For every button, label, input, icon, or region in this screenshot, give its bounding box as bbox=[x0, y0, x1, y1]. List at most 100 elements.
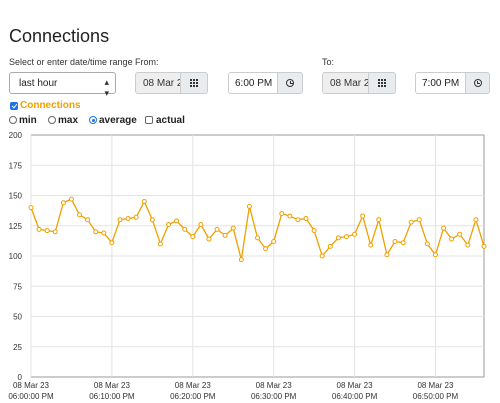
data-point bbox=[392, 238, 398, 244]
from-clock-button[interactable] bbox=[278, 72, 303, 94]
calendar-grid-icon bbox=[190, 79, 198, 87]
data-point bbox=[255, 235, 260, 241]
range-select[interactable]: last hour ▴ ▾ bbox=[9, 72, 116, 98]
data-point bbox=[238, 257, 244, 263]
data-point bbox=[117, 217, 123, 223]
data-point bbox=[384, 252, 390, 258]
data-point bbox=[77, 212, 83, 218]
y-tick-label: 175 bbox=[9, 161, 23, 170]
connections-checkbox[interactable] bbox=[10, 102, 18, 110]
data-point bbox=[174, 218, 180, 224]
data-point bbox=[295, 217, 301, 223]
x-tick-date: 08 Mar 23 bbox=[256, 381, 293, 390]
y-tick-label: 200 bbox=[9, 131, 23, 140]
data-point bbox=[368, 242, 374, 248]
range-select-value: last hour bbox=[19, 78, 58, 89]
data-point bbox=[60, 200, 66, 206]
x-tick-time: 06:30:00 PM bbox=[251, 392, 297, 401]
data-point bbox=[141, 199, 147, 205]
data-point bbox=[263, 246, 269, 252]
data-point bbox=[109, 240, 115, 246]
min-label[interactable]: min bbox=[19, 115, 37, 126]
data-point bbox=[246, 203, 252, 209]
y-tick-label: 125 bbox=[9, 222, 23, 231]
data-point bbox=[408, 219, 414, 225]
data-point bbox=[360, 213, 366, 219]
y-tick-label: 100 bbox=[9, 252, 23, 261]
data-point bbox=[287, 213, 293, 219]
data-point bbox=[28, 205, 34, 211]
to-label: To: bbox=[322, 57, 335, 67]
x-tick-time: 06:00:00 PM bbox=[8, 392, 54, 401]
data-point bbox=[376, 217, 382, 223]
data-point bbox=[190, 234, 196, 240]
x-tick-time: 06:40:00 PM bbox=[332, 392, 378, 401]
data-point bbox=[311, 228, 317, 234]
max-label[interactable]: max bbox=[58, 115, 79, 126]
data-point bbox=[441, 225, 447, 231]
data-point bbox=[319, 253, 325, 259]
data-point bbox=[149, 217, 155, 223]
data-point bbox=[125, 215, 131, 221]
data-point bbox=[101, 230, 107, 236]
x-tick-date: 08 Mar 23 bbox=[94, 381, 131, 390]
x-tick-date: 08 Mar 23 bbox=[175, 381, 212, 390]
x-tick-date: 08 Mar 23 bbox=[417, 381, 454, 390]
data-point bbox=[279, 211, 285, 217]
data-point bbox=[85, 217, 91, 223]
y-tick-label: 50 bbox=[13, 313, 22, 322]
data-point bbox=[222, 232, 228, 238]
data-point bbox=[157, 241, 163, 247]
to-calendar-button[interactable] bbox=[369, 72, 396, 94]
data-point bbox=[271, 238, 277, 244]
to-date-input[interactable]: 08 Mar 2023 bbox=[322, 72, 369, 94]
data-point bbox=[416, 217, 422, 223]
data-point bbox=[36, 226, 42, 232]
from-calendar-button[interactable] bbox=[181, 72, 208, 94]
clock-icon bbox=[286, 79, 294, 87]
data-point bbox=[133, 214, 139, 220]
average-label[interactable]: average bbox=[99, 115, 137, 126]
data-point bbox=[230, 225, 236, 231]
y-tick-label: 25 bbox=[13, 343, 22, 352]
data-point bbox=[432, 252, 438, 258]
average-radio[interactable] bbox=[89, 116, 97, 124]
data-point bbox=[473, 217, 479, 223]
from-date-input[interactable]: 08 Mar 2023 bbox=[135, 72, 181, 94]
to-clock-button[interactable] bbox=[466, 72, 490, 94]
data-point bbox=[335, 235, 341, 241]
data-point bbox=[68, 196, 74, 202]
data-point bbox=[449, 236, 455, 242]
actual-label[interactable]: actual bbox=[156, 115, 185, 126]
data-point bbox=[465, 242, 471, 248]
actual-checkbox[interactable] bbox=[145, 116, 153, 124]
y-tick-label: 150 bbox=[9, 192, 23, 201]
from-time-input[interactable]: 6:00 PM bbox=[228, 72, 278, 94]
connections-label[interactable]: Connections bbox=[20, 100, 81, 111]
data-point bbox=[93, 229, 99, 235]
data-point bbox=[198, 222, 204, 228]
y-tick-label: 75 bbox=[13, 282, 22, 291]
calendar-grid-icon bbox=[378, 79, 386, 87]
min-radio[interactable] bbox=[9, 116, 17, 124]
data-point bbox=[481, 243, 487, 249]
range-label: Select or enter date/time range bbox=[9, 57, 133, 67]
data-point bbox=[343, 234, 349, 240]
x-tick-time: 06:50:00 PM bbox=[413, 392, 459, 401]
data-point bbox=[214, 226, 220, 232]
data-point bbox=[182, 226, 188, 232]
data-point bbox=[44, 228, 50, 234]
data-point bbox=[457, 231, 463, 237]
clock-icon bbox=[473, 79, 482, 87]
data-point bbox=[206, 236, 212, 242]
data-point bbox=[352, 231, 358, 237]
chevron-down-icon: ▴ ▾ bbox=[104, 77, 109, 98]
x-tick-date: 08 Mar 23 bbox=[337, 381, 374, 390]
max-radio[interactable] bbox=[48, 116, 56, 124]
x-tick-time: 06:10:00 PM bbox=[89, 392, 135, 401]
from-label: From: bbox=[135, 57, 159, 67]
data-point bbox=[400, 240, 406, 246]
data-point bbox=[52, 229, 58, 235]
to-time-input[interactable]: 7:00 PM bbox=[415, 72, 466, 94]
